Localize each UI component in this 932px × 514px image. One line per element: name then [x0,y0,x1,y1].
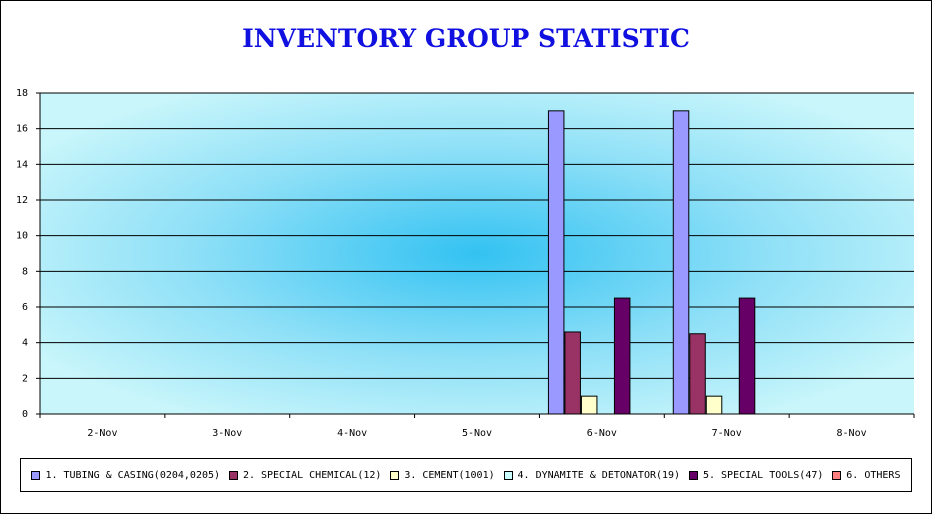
chart-title: INVENTORY GROUP STATISTIC [242,24,690,53]
legend-label: 2. SPECIAL CHEMICAL(12) [242,469,382,481]
y-tick-label: 10 [16,231,28,242]
bar-5-7-Nov [738,297,756,415]
legend-label: 6. OTHERS [846,469,901,481]
legend-swatch [688,470,698,480]
legend: 1. TUBING & CASING(0204,0205) 2. SPECIAL … [20,458,912,492]
x-tick-label: 2-Nov [87,428,117,439]
y-tick-label: 16 [16,124,28,135]
legend-item: 1. TUBING & CASING(0204,0205) [31,470,220,481]
legend-item: 2. SPECIAL CHEMICAL(12) [228,469,382,481]
y-tick-label: 12 [16,195,28,206]
y-tick-label: 4 [22,338,28,349]
y-tick-label: 0 [22,409,28,420]
x-tick-label: 4-Nov [337,428,367,439]
y-tick-label: 2 [22,373,28,384]
legend-label: 4. DYNAMITE & DETONATOR(19) [517,469,681,481]
y-tick-label: 18 [16,88,28,99]
legend-item: 3. CEMENT(1001) [390,469,495,481]
bar-2-6-Nov [564,331,581,415]
legend-swatch [503,470,513,480]
legend-swatch [832,470,842,480]
bar-5-6-Nov [613,297,631,415]
legend-item: 4. DYNAMITE & DETONATOR(19) [503,469,681,481]
y-tick-label: 6 [22,302,28,313]
legend-swatch [31,470,41,480]
plot-area [40,93,914,414]
bar-2-7-Nov [689,333,706,415]
x-tick-label: 8-Nov [837,428,867,439]
x-tick-label: 7-Nov [712,428,742,439]
legend-label: 5. SPECIAL TOOLS(47) [702,469,824,481]
x-tick-label: 6-Nov [587,428,617,439]
legend-swatch [390,470,400,480]
bar-1-6-Nov [547,110,565,415]
y-tick-label: 8 [22,266,28,277]
legend-label: 1. TUBING & CASING(0204,0205) [45,469,221,481]
bar-3-6-Nov [580,395,598,415]
y-tick-label: 14 [16,159,28,170]
x-tick-label: 3-Nov [212,428,242,439]
bar-1-7-Nov [672,110,690,415]
legend-swatch [228,470,238,480]
legend-item: 6. OTHERS [832,470,900,481]
legend-item: 5. SPECIAL TOOLS(47) [688,469,824,481]
x-tick-label: 5-Nov [462,428,492,439]
bar-3-7-Nov [705,395,723,415]
legend-label: 3. CEMENT(1001) [404,469,495,481]
